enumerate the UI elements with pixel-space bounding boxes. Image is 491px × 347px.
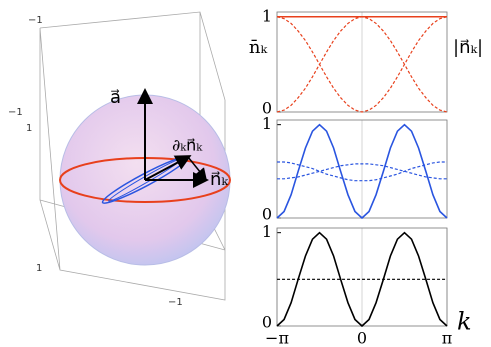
- x-label: k: [457, 308, 472, 336]
- y-tick-label: 0: [262, 205, 272, 224]
- y2-label: |n⃗ₖ|: [453, 37, 483, 58]
- y-tick-label: 1: [262, 114, 272, 133]
- box-tick: 1: [36, 263, 42, 274]
- x-tick-label: −π: [265, 329, 289, 347]
- series-line: [276, 123, 448, 220]
- y-label: n̄ₖ: [249, 37, 268, 58]
- series-line: [277, 161, 447, 182]
- x-tick-label: 0: [357, 329, 367, 347]
- box-tick: −1: [8, 107, 23, 118]
- series-line: [276, 16, 448, 113]
- series-line: [276, 231, 448, 328]
- arrow: [187, 156, 207, 181]
- box-tick: −1: [28, 15, 43, 26]
- y-tick-label: 0: [262, 313, 272, 332]
- label: n⃗ₖ: [210, 169, 228, 190]
- y-tick-label: 1: [262, 222, 272, 241]
- label: a⃗: [110, 87, 121, 108]
- arrow: [144, 155, 192, 181]
- series-line: [277, 163, 447, 180]
- y-tick-label: 0: [262, 99, 272, 118]
- box-tick: −1: [168, 297, 183, 308]
- x-tick-label: π: [442, 329, 453, 347]
- bloch-sphere: [39, 11, 231, 301]
- series-line: [276, 16, 448, 113]
- y-tick-label: 1: [262, 6, 272, 25]
- box-tick: 1: [26, 123, 32, 134]
- label: ∂ₖn⃗ₖ: [172, 136, 203, 155]
